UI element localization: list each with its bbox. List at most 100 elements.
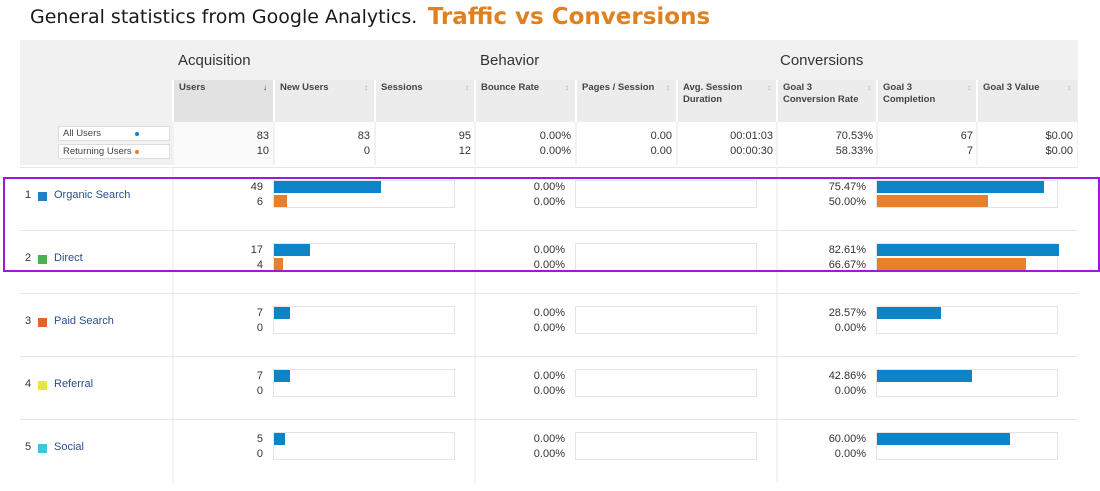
segment-color-dot [135,150,139,154]
table-row[interactable]: 2 Direct 17 4 0.00% 0.00% 82.61% 66.67% [20,230,1078,294]
bar-all-users [274,181,382,193]
summary-value: $0.00 [1045,130,1073,142]
conversion-rate-value: 0.00% [834,322,866,334]
users-value: 17 [250,244,263,256]
bar-all-users [877,433,1010,445]
summary-value: 95 [458,130,471,142]
summary-value: 83 [357,130,370,142]
summary-value: 00:00:30 [730,145,773,157]
bar-track [876,180,1058,208]
column-label-goal3-completion: Goal 3 Completion [883,82,936,105]
column-divider [172,168,174,231]
summary-value: 10 [256,145,269,157]
bounce-rate-value: 0.00% [533,385,565,397]
column-divider [474,357,476,420]
headline-accent: Traffic vs Conversions [427,4,711,30]
bounce-rate-value: 0.00% [533,307,565,319]
sort-icon[interactable]: ↕ [767,83,771,92]
group-behavior: Behavior [480,52,540,69]
bar-track [575,180,757,208]
users-value: 5 [256,433,263,445]
bar-track [273,432,455,460]
summary-value: 7 [966,145,973,157]
sort-icon[interactable]: ↕ [967,83,971,92]
users-value: 4 [256,259,263,271]
summary-value: 70.53% [835,130,873,142]
bar-track [575,432,757,460]
row-index: 1 [25,189,32,201]
conversion-rate-value: 82.61% [828,244,866,256]
channel-link[interactable]: Organic Search [54,189,131,201]
conversion-rate-value: 60.00% [828,433,866,445]
bar-track [876,432,1058,460]
sort-icon[interactable]: ↕ [465,83,469,92]
column-divider [474,294,476,357]
channel-link[interactable]: Referral [54,378,94,390]
channel-link[interactable]: Direct [54,252,83,264]
segment-label: All Users [58,126,170,141]
summary-users: 83 10 [172,122,273,165]
bar-track [575,306,757,334]
users-value: 6 [256,196,263,208]
bar-returning-users [274,195,287,207]
table-row[interactable]: 3 Paid Search 7 0 0.00% 0.00% 28.57% 0.00% [20,293,1078,357]
conversion-rate-value: 42.86% [828,370,866,382]
channel-cell: 2 Direct [20,231,172,294]
bounce-rate-value: 0.00% [533,196,565,208]
column-divider [474,231,476,294]
column-divider [776,231,778,294]
channel-cell: 1 Organic Search [20,168,172,231]
group-conversions: Conversions [780,52,864,69]
channel-color-swatch [38,192,47,201]
users-value: 49 [250,181,263,193]
bar-all-users [274,307,291,319]
column-divider [172,231,174,294]
column-label-pages-per-session: Pages / Session [582,82,655,93]
bounce-rate-value: 0.00% [533,181,565,193]
channel-link[interactable]: Paid Search [54,315,114,327]
summary-value: $0.00 [1045,145,1073,157]
arrow-down-icon[interactable]: ↓ [263,83,267,92]
bar-all-users [274,370,291,382]
segment-label: Returning Users [58,144,170,159]
summary-new-users: 83 0 [273,122,374,165]
summary-value: 0.00% [539,145,571,157]
sort-icon[interactable]: ↕ [867,83,871,92]
channel-color-swatch [38,444,47,453]
bounce-rate-value: 0.00% [533,244,565,256]
bar-track [876,369,1058,397]
bar-track [575,243,757,271]
bounce-rate-value: 0.00% [533,322,565,334]
sort-icon[interactable]: ↕ [364,83,368,92]
channel-link[interactable]: Social [54,441,84,453]
table-row[interactable]: 5 Social 5 0 0.00% 0.00% 60.00% 0.00% [20,419,1078,483]
bounce-rate-value: 0.00% [533,433,565,445]
analytics-report: Acquisition Behavior Conversions Users ↓ N… [20,40,1078,484]
conversion-rate-value: 0.00% [834,385,866,397]
bar-track [273,306,455,334]
bounce-rate-value: 0.00% [533,259,565,271]
column-label-sessions: Sessions [381,82,423,93]
column-divider [172,420,174,483]
column-label-new-users: New Users [280,82,329,93]
table-row[interactable]: 1 Organic Search 49 6 0.00% 0.00% 75.47% 50.00% [20,167,1078,231]
table-row[interactable]: 4 Referral 7 0 0.00% 0.00% 42.86% 0.00% [20,356,1078,420]
sort-icon[interactable]: ↕ [1067,83,1071,92]
summary-sessions: 95 12 [374,122,475,165]
bar-track [273,369,455,397]
sort-icon[interactable]: ↕ [565,83,569,92]
column-divider [776,168,778,231]
summary-value: 0.00 [650,130,672,142]
summary-value: 58.33% [835,145,873,157]
channel-cell: 4 Referral [20,357,172,420]
bar-track [273,180,455,208]
column-divider [776,294,778,357]
conversion-rate-value: 75.47% [828,181,866,193]
sort-icon[interactable]: ↕ [666,83,670,92]
column-label-goal3-conversion-rate: Goal 3 Conversion Rate [783,82,859,105]
bar-all-users [877,181,1045,193]
summary-value: 0.00 [650,145,672,157]
channel-cell: 3 Paid Search [20,294,172,357]
users-value: 0 [256,448,263,460]
bar-all-users [877,244,1059,256]
